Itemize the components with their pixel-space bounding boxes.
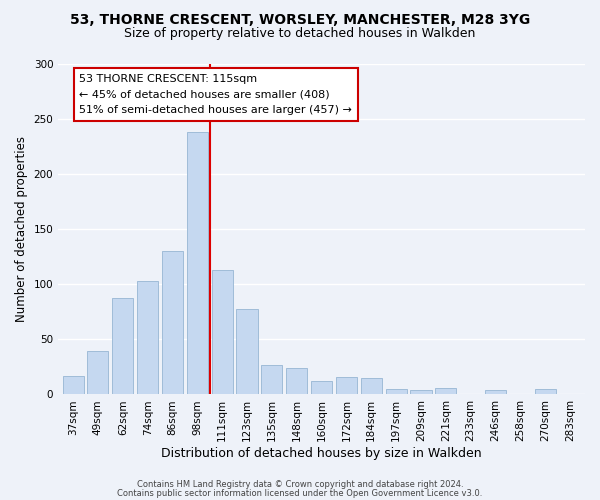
Bar — [88, 352, 109, 395]
Bar — [361, 378, 382, 394]
Bar — [336, 377, 357, 394]
Bar — [535, 389, 556, 394]
Bar — [62, 376, 83, 394]
Bar — [485, 390, 506, 394]
Text: Contains HM Land Registry data © Crown copyright and database right 2024.: Contains HM Land Registry data © Crown c… — [137, 480, 463, 489]
Text: 53, THORNE CRESCENT, WORSLEY, MANCHESTER, M28 3YG: 53, THORNE CRESCENT, WORSLEY, MANCHESTER… — [70, 12, 530, 26]
Bar — [311, 381, 332, 394]
X-axis label: Distribution of detached houses by size in Walkden: Distribution of detached houses by size … — [161, 447, 482, 460]
Text: Size of property relative to detached houses in Walkden: Size of property relative to detached ho… — [124, 28, 476, 40]
Bar — [187, 132, 208, 394]
Bar — [262, 364, 283, 394]
Bar — [162, 252, 183, 394]
Text: Contains public sector information licensed under the Open Government Licence v3: Contains public sector information licen… — [118, 488, 482, 498]
Bar — [137, 281, 158, 394]
Y-axis label: Number of detached properties: Number of detached properties — [15, 136, 28, 322]
Bar — [212, 270, 233, 394]
Text: 53 THORNE CRESCENT: 115sqm
← 45% of detached houses are smaller (408)
51% of sem: 53 THORNE CRESCENT: 115sqm ← 45% of deta… — [79, 74, 352, 115]
Bar — [386, 389, 407, 394]
Bar — [112, 298, 133, 394]
Bar — [410, 390, 431, 394]
Bar — [236, 308, 257, 394]
Bar — [286, 368, 307, 394]
Bar — [435, 388, 457, 394]
